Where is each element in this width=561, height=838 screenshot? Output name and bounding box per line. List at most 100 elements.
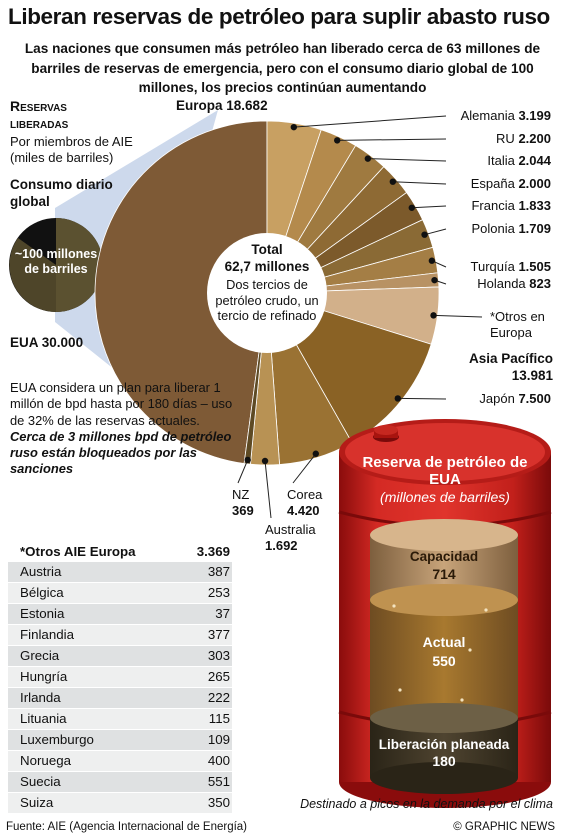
barrel	[338, 419, 552, 808]
leader-polonia	[424, 228, 447, 236]
slice-value: 2.000	[518, 176, 551, 191]
table-cell-value: 377	[173, 624, 232, 646]
table-row: Grecia 303	[8, 645, 232, 667]
slice-label-corea: Corea 4.420	[287, 487, 322, 518]
leader-dot	[431, 276, 438, 284]
capacity-value: 714	[432, 566, 456, 582]
table-cell-value: 265	[173, 666, 232, 688]
table-cell-country: Luxemburgo	[8, 729, 174, 751]
leader-españa	[392, 181, 447, 185]
leader-japón	[397, 397, 447, 400]
consumo-slice-left	[9, 238, 57, 312]
slice-value: 7.500	[518, 391, 551, 406]
slice-name: Turquía	[470, 259, 515, 274]
leader-dot	[290, 123, 298, 131]
eua-label: EUA	[10, 335, 39, 350]
center-total-label: Total	[251, 242, 283, 257]
eua-heading: EUA 30.000	[10, 335, 83, 351]
leader-dot	[421, 231, 428, 238]
slice-name: Japón	[479, 391, 515, 406]
europa-heading: Europa 18.682	[176, 98, 268, 114]
table-cell-value: 400	[173, 750, 232, 772]
actual-value: 550	[432, 653, 456, 669]
table-row: Suecia 551	[8, 771, 232, 793]
consumo-title: Consumo diario global	[10, 177, 113, 209]
slice-label-otros-en-europa: *Otros en Europa	[490, 309, 552, 340]
table-header-value: 3.369	[173, 543, 232, 562]
leader-francia	[411, 205, 447, 209]
table-cell-value: 253	[173, 582, 232, 604]
table-row: Estonia 37	[8, 603, 232, 625]
table-cell-country: Finlandia	[8, 624, 174, 646]
leader-lines	[237, 115, 483, 519]
table-cell-country: Lituania	[8, 708, 174, 730]
slice-name: Polonia	[471, 221, 515, 236]
leader-dot	[244, 456, 251, 464]
leader-dot	[394, 395, 401, 402]
leader-dot	[333, 137, 341, 144]
slice-name: Corea	[287, 487, 323, 502]
slice-label-holanda: Holanda 823	[477, 276, 551, 292]
slice-label-polonia: Polonia 1.709	[471, 221, 551, 237]
slice-value: 369	[232, 502, 254, 518]
leader-nz	[237, 459, 249, 484]
table-row: Suiza 350	[8, 792, 232, 813]
slice-label-italia: Italia 2.044	[487, 153, 551, 169]
slice-name: Italia	[487, 153, 515, 168]
reserves-heading-2: liberadas	[10, 115, 69, 131]
slice-name: España	[470, 176, 515, 191]
center-total-value: 62,7 millones	[224, 259, 310, 274]
leader-ru	[337, 138, 447, 141]
slice-label-nz: NZ 369	[232, 487, 254, 518]
table-cell-value: 551	[173, 771, 232, 793]
table-row: Lituania 115	[8, 708, 232, 730]
table-cell-value: 387	[173, 561, 232, 583]
table-header-label: *Otros AIE Europa	[8, 543, 174, 562]
table-cell-value: 303	[173, 645, 232, 667]
footer-source: Fuente: AIE (Agencia Internacional de En…	[6, 821, 248, 833]
table-row: Bélgica 253	[8, 582, 232, 604]
slice-name: NZ	[232, 487, 250, 502]
leader-dot	[364, 155, 372, 162]
table-row: Noruega 400	[8, 750, 232, 772]
leader-dot	[428, 257, 436, 264]
table-cell-value: 222	[173, 687, 232, 709]
slice-label-francia: Francia 1.833	[471, 198, 551, 214]
slice-value: 823	[529, 276, 551, 291]
slice-value: 4.420	[287, 502, 320, 518]
europa-label: Europa	[176, 98, 223, 113]
table-cell-country: Estonia	[8, 603, 174, 625]
table-cell-value: 350	[173, 792, 232, 813]
table-cell-country: Noruega	[8, 750, 174, 772]
table-row: Hungría 265	[8, 666, 232, 688]
table-row: Austria 387	[8, 561, 232, 583]
page-title: Liberan reservas de petróleo para suplir…	[8, 4, 550, 29]
slice-value: 2.044	[518, 153, 551, 168]
slice-name: Holanda	[477, 276, 526, 291]
slice-name: Francia	[471, 198, 515, 213]
table-cell-country: Grecia	[8, 645, 174, 667]
leader-dot	[312, 450, 320, 457]
table-cell-country: Hungría	[8, 666, 174, 688]
slice-label-alemania: Alemania 3.199	[461, 108, 551, 124]
table-row: Irlanda 222	[8, 687, 232, 709]
asia-label: Asia Pacífico	[468, 351, 553, 366]
leader-dot	[408, 204, 415, 211]
slice-name: Australia	[265, 522, 316, 537]
release-value: 180	[432, 753, 456, 769]
slice-value: 3.199	[518, 108, 551, 123]
leader-dot	[389, 178, 397, 185]
slice-name: *Otros en Europa	[490, 309, 545, 340]
footer-credit: © GRAPHIC NEWS	[453, 821, 555, 833]
europa-value: 18.682	[226, 98, 268, 113]
table-cell-country: Bélgica	[8, 582, 174, 604]
leader-australia	[264, 460, 272, 519]
slice-label-turquía: Turquía 1.505	[471, 259, 552, 275]
table-cell-value: 109	[173, 729, 232, 751]
pie-slice-eua	[94, 120, 268, 464]
slice-name: Alemania	[460, 108, 515, 123]
reserves-heading-1: Reservas	[10, 98, 67, 114]
barrel-note: Destinado a picos en la demanda por el c…	[300, 797, 553, 811]
consumo-slice	[56, 218, 103, 312]
